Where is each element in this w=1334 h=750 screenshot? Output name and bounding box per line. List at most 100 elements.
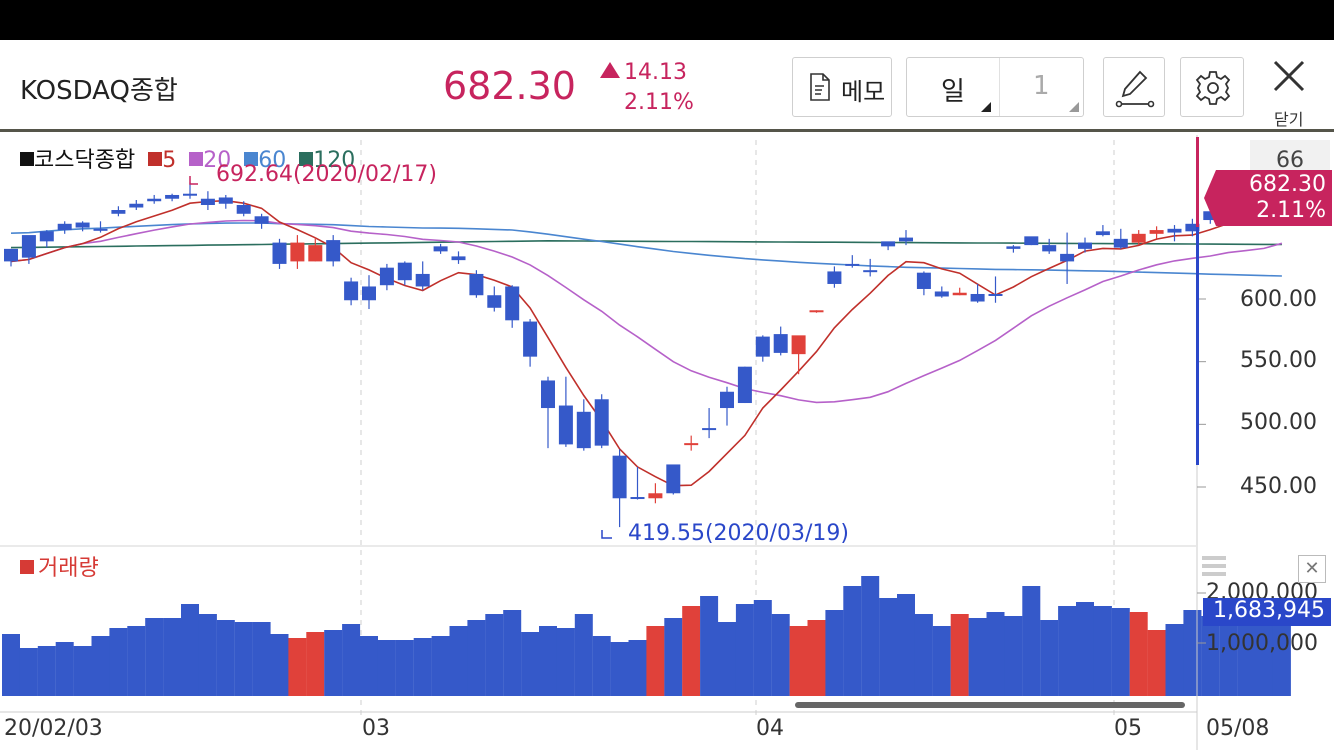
candle-body — [111, 210, 126, 214]
candle-body — [720, 391, 734, 409]
candlestick — [1024, 236, 1039, 246]
legend-item-ma5: 5 — [142, 148, 176, 173]
menu-icon[interactable] — [1202, 556, 1226, 578]
volume-bar — [861, 576, 880, 696]
volume-bar — [735, 604, 754, 696]
up-triangle-icon — [600, 62, 620, 78]
candle-body — [809, 310, 824, 313]
candlestick — [397, 261, 412, 286]
volume-bar — [753, 600, 772, 696]
candle-body — [183, 193, 197, 196]
volume-bar — [216, 620, 235, 696]
candle-body — [362, 286, 376, 301]
y-tick-label: 550.00 — [1240, 348, 1317, 373]
candle-body — [1006, 246, 1021, 249]
volume-bar — [55, 642, 74, 696]
volume-bar — [646, 626, 665, 696]
legend-item-ma60: 60 — [238, 148, 286, 173]
volume-bar — [1255, 612, 1273, 696]
volume-bar — [1093, 606, 1112, 696]
volume-bar — [539, 626, 557, 696]
volume-bar — [2, 634, 20, 696]
candlestick — [272, 238, 287, 269]
drawing-tool-button[interactable] — [1103, 57, 1165, 117]
volume-bar — [1165, 624, 1184, 696]
candlestick — [200, 191, 215, 211]
candle-body — [236, 205, 251, 214]
candlestick — [111, 206, 126, 217]
volume-bar — [771, 614, 790, 696]
candle-body — [1042, 245, 1057, 252]
volume-bar — [485, 614, 504, 696]
candlestick — [791, 335, 806, 375]
candle-body — [648, 493, 663, 499]
volume-bar — [431, 636, 450, 696]
close-volume-panel-button[interactable]: ✕ — [1298, 555, 1326, 583]
volume-bar — [252, 622, 271, 696]
volume-bar — [234, 622, 253, 696]
volume-bar — [37, 646, 56, 696]
volume-bar — [467, 620, 486, 696]
candlestick — [684, 435, 699, 451]
candle-body — [916, 272, 931, 289]
candlestick — [1131, 230, 1146, 246]
memo-document-icon — [810, 73, 830, 101]
candlestick — [469, 270, 484, 298]
current-price-tag: 682.30 2.11% — [1204, 170, 1332, 226]
candle-body — [541, 380, 555, 409]
candlestick — [451, 251, 466, 264]
period-selector[interactable]: 일 1 — [906, 57, 1084, 117]
candle-body — [487, 295, 502, 308]
candlestick — [737, 366, 752, 404]
legend-item-ma120: 120 — [293, 148, 355, 173]
volume-bar — [932, 626, 951, 696]
candlestick — [720, 386, 734, 426]
candle-body — [737, 366, 752, 404]
candlestick — [541, 376, 555, 449]
range-indicator-down — [1196, 227, 1199, 465]
candlestick — [952, 287, 967, 296]
candlestick — [57, 221, 72, 234]
period-number[interactable]: 1 — [1033, 71, 1050, 101]
volume-bar — [449, 626, 468, 696]
candle-body — [1131, 233, 1146, 243]
candlestick — [379, 263, 394, 291]
candlestick — [326, 235, 341, 267]
volume-bar — [682, 606, 701, 696]
settings-button[interactable] — [1180, 57, 1244, 117]
candlestick — [881, 241, 896, 251]
volume-bar — [664, 618, 683, 696]
volume-bar — [592, 636, 611, 696]
candle-body — [1185, 223, 1200, 232]
period-type-label[interactable]: 일 — [941, 77, 965, 107]
candle-body — [505, 286, 520, 321]
candlestick — [1006, 245, 1021, 253]
volume-bar — [181, 604, 199, 696]
candlestick — [576, 399, 591, 451]
volume-bar — [1201, 616, 1220, 696]
candle-body — [57, 223, 72, 231]
candle-body — [4, 248, 18, 262]
memo-button[interactable]: 메모 — [792, 57, 892, 117]
volume-bar — [700, 596, 719, 696]
candle-body — [666, 464, 681, 494]
volume-bar — [574, 614, 593, 696]
volume-bar — [789, 626, 808, 696]
candlestick — [254, 213, 269, 229]
candle-body — [684, 443, 699, 446]
volume-bar — [145, 618, 164, 696]
price-chart[interactable] — [0, 135, 1334, 750]
candle-body — [934, 291, 949, 297]
candle-body — [129, 203, 144, 208]
volume-bar — [1147, 630, 1166, 696]
volume-bar — [950, 614, 969, 696]
candle-body — [93, 228, 108, 231]
close-button[interactable]: 닫기 — [1260, 48, 1320, 129]
chart-legend: 코스닥종합 5 20 60 120 — [20, 142, 355, 174]
candlestick — [845, 255, 860, 268]
candle-body — [433, 246, 448, 252]
candlestick — [1042, 238, 1057, 254]
x-tick-label: 04 — [756, 716, 784, 741]
volume-bar — [718, 622, 736, 696]
candle-body — [1078, 242, 1092, 249]
